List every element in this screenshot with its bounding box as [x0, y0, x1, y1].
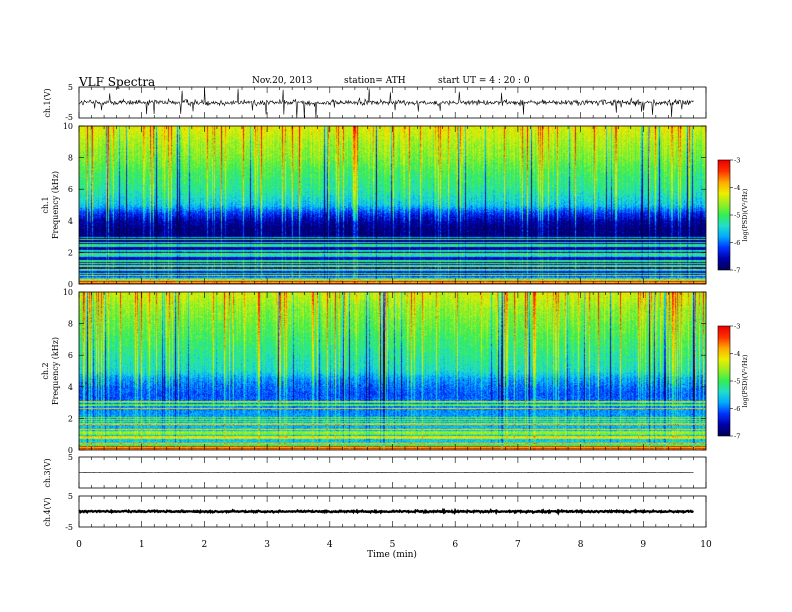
time-axis-tick-label: 10	[700, 540, 712, 550]
ch1-spectrogram-ytick-label: 2	[68, 248, 73, 257]
ch1-spectrogram-channel-label: ch.1	[41, 196, 50, 213]
ch1-spectrogram-ytick-label: 8	[68, 154, 73, 163]
ch4-waveform-trace	[78, 507, 694, 516]
ch1-spectrogram-ytick-label: 10	[63, 122, 73, 131]
ch1-waveform-trace	[78, 88, 694, 119]
ch1-colorbar-tick-label: -5	[734, 212, 740, 220]
ch1-colorbar-tick-label: -6	[734, 239, 740, 247]
header-start-time: start UT = 4 : 20 : 0	[438, 76, 530, 86]
time-axis-tick-label: 2	[202, 540, 208, 550]
time-axis-label: Time (min)	[367, 549, 417, 560]
ch2-spectrogram-ytick-label: 0	[68, 446, 73, 455]
ch1-colorbar	[718, 160, 730, 270]
ch4-ytick-top: 5	[68, 492, 73, 501]
ch1-spectrogram-frame	[78, 125, 707, 285]
ch1-colorbar-tick-label: -4	[734, 184, 740, 192]
ch2-spectrogram-ylabel: Frequency (kHz)	[51, 337, 60, 405]
header-date: Nov.20, 2013	[252, 76, 313, 86]
ch2-spectrogram-frame	[78, 291, 707, 451]
ch4-waveform-panel: 5 -5 ch.4(V)	[43, 492, 707, 532]
ch1-waveform-ylabel: ch.1(V)	[43, 88, 52, 117]
ch1-spectrogram-image	[79, 126, 706, 284]
ch2-colorbar-tick-label: -7	[734, 433, 740, 441]
ch1-spectrogram-ytick-label: 6	[68, 185, 73, 194]
ch1-spectrogram-ylabel: Frequency (kHz)	[51, 171, 60, 239]
ch2-colorbar-tick-label: -3	[734, 323, 740, 331]
ch3-ytick-top: 5	[68, 453, 73, 462]
time-axis-ticklabels: 0 1 2 3 4 5 6 7 8 9 10	[76, 540, 712, 550]
ch2-spectrogram-ytick-label: 10	[63, 288, 73, 297]
ch2-spectrogram-ytick-label: 4	[68, 383, 73, 392]
ch2-colorbar	[718, 326, 730, 436]
ch3-waveform-ylabel: ch.3(V)	[43, 458, 52, 487]
time-axis-tick-label: 6	[452, 540, 458, 550]
ch2-spectrogram-ytick-label: 8	[68, 320, 73, 329]
ch4-waveform-frame	[78, 495, 707, 528]
ch1-spectrogram-ytick-label: 0	[68, 280, 73, 289]
ch2-spectrogram-channel-label: ch.2	[41, 362, 50, 379]
ch2-colorbar-tick-label: -6	[734, 405, 740, 413]
time-axis-tick-label: 7	[515, 540, 521, 550]
ch2-colorbar-label: log(PSD)(V²/Hz)	[741, 354, 749, 407]
ch2-spectrogram-ytick-label: 2	[68, 414, 73, 423]
ch1-ytick-top: 5	[68, 83, 73, 92]
time-axis-tick-label: 3	[264, 540, 270, 550]
ch1-spectrogram-ytick-label: 4	[68, 217, 73, 226]
ch4-ytick-bottom: -5	[65, 523, 73, 532]
ch1-waveform-frame	[78, 86, 707, 119]
ch1-colorbar-tick-label: -7	[734, 267, 740, 275]
ch2-spectrogram-ytick-label: 6	[68, 351, 73, 360]
time-axis-tick-label: 4	[327, 540, 333, 550]
ch1-ytick-bottom: -5	[65, 113, 73, 122]
ch1-waveform-panel: 5 -5 ch.1(V)	[43, 83, 707, 122]
ch3-waveform-panel: 5 ch.3(V)	[43, 453, 707, 489]
figure-title: VLF Spectra	[78, 75, 155, 89]
ch2-colorbar-tick-label: -4	[734, 350, 740, 358]
ch2-colorbar-tick-label: -5	[734, 378, 740, 386]
time-axis-tick-label: 0	[76, 540, 82, 550]
ch4-waveform-ylabel: ch.4(V)	[43, 497, 52, 526]
ch1-colorbar-label: log(PSD)(V²/Hz)	[741, 188, 749, 241]
header-station: station= ATH	[344, 76, 406, 86]
ch2-spectrogram-image	[79, 292, 706, 450]
time-axis-tick-label: 8	[578, 540, 584, 550]
ch1-colorbar-tick-label: -3	[734, 157, 740, 165]
time-axis-tick-label: 9	[640, 540, 646, 550]
ch3-waveform-frame	[78, 456, 707, 489]
time-axis-tick-label: 5	[390, 540, 396, 550]
time-axis-tick-label: 1	[139, 540, 145, 550]
